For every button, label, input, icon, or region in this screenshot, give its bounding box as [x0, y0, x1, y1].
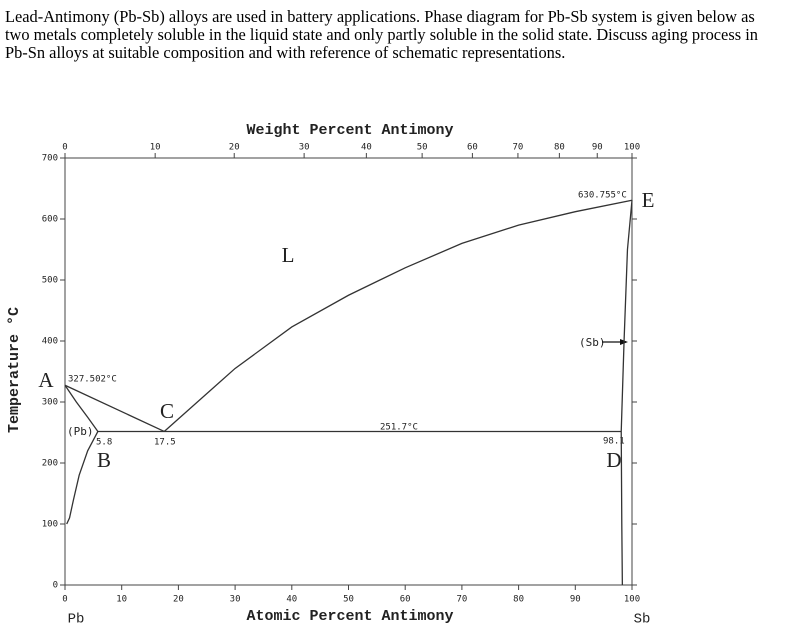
annotation: A [38, 368, 54, 392]
top-tick-label: 80 [554, 143, 565, 153]
annotation: 327.502°C [68, 375, 117, 385]
y-tick-label: 100 [42, 520, 58, 530]
annotation: 17.5 [154, 438, 176, 448]
x-tick-label: 20 [173, 595, 184, 605]
plot-frame [64, 157, 633, 586]
y-tick-label: 600 [42, 215, 58, 225]
annotation: 5.8 [96, 438, 112, 448]
phase-boundary [64, 384, 99, 432]
top-tick-label: 50 [417, 143, 428, 153]
annotation: 98.1 [603, 437, 625, 447]
x-axis-title: Atomic Percent Antimony [246, 608, 453, 625]
phase-boundary [620, 200, 633, 432]
x-tick-label: 80 [513, 595, 524, 605]
sb-label: Sb [634, 612, 651, 628]
y-tick-label: 400 [42, 337, 58, 347]
x-tick-label: 10 [116, 595, 127, 605]
annotation: (Pb) [67, 425, 94, 438]
annotation: 251.7°C [380, 423, 418, 433]
annotation: E [642, 188, 655, 212]
top-tick-label: 90 [592, 143, 603, 153]
top-tick-label: 10 [150, 143, 161, 153]
annotation: L [282, 243, 295, 267]
y-tick-label: 300 [42, 398, 58, 408]
y-tick-label: 500 [42, 276, 58, 286]
y-tick-label: 700 [42, 154, 58, 164]
x-tick-label: 0 [62, 595, 67, 605]
annotation: (Sb) [579, 336, 606, 349]
top-tick-label: 40 [361, 143, 372, 153]
x-tick-label: 50 [343, 595, 354, 605]
top-tick-label: 0 [62, 143, 67, 153]
pb-label: Pb [68, 612, 85, 628]
annotation: B [97, 448, 111, 472]
top-tick-label: 20 [229, 143, 240, 153]
annotation: 630.755°C [578, 191, 627, 201]
x-tick-label: 70 [456, 595, 467, 605]
phase-boundary [620, 431, 624, 586]
top-tick-label: 70 [513, 143, 524, 153]
top-tick-label: 60 [467, 143, 478, 153]
phase-boundary [66, 431, 99, 525]
x-tick-label: 90 [570, 595, 581, 605]
phase-boundary [64, 384, 165, 433]
phase-boundary [163, 199, 633, 432]
annotation: D [606, 448, 621, 472]
y-tick-label: 200 [42, 459, 58, 469]
annotation: C [160, 399, 174, 423]
x-tick-label: 40 [286, 595, 297, 605]
question: Lead-Antimony (Pb-Sb) alloys are used in… [5, 7, 758, 62]
top-tick-label: 100 [624, 143, 640, 153]
top-tick-label: 30 [299, 143, 310, 153]
x-tick-label: 100 [624, 595, 640, 605]
x-tick-label: 30 [230, 595, 241, 605]
x-tick-label: 60 [400, 595, 411, 605]
y-tick-label: 0 [53, 581, 58, 591]
y-axis-title: Temperature °C [6, 307, 23, 433]
top-axis-title: Weight Percent Antimony [246, 122, 453, 139]
